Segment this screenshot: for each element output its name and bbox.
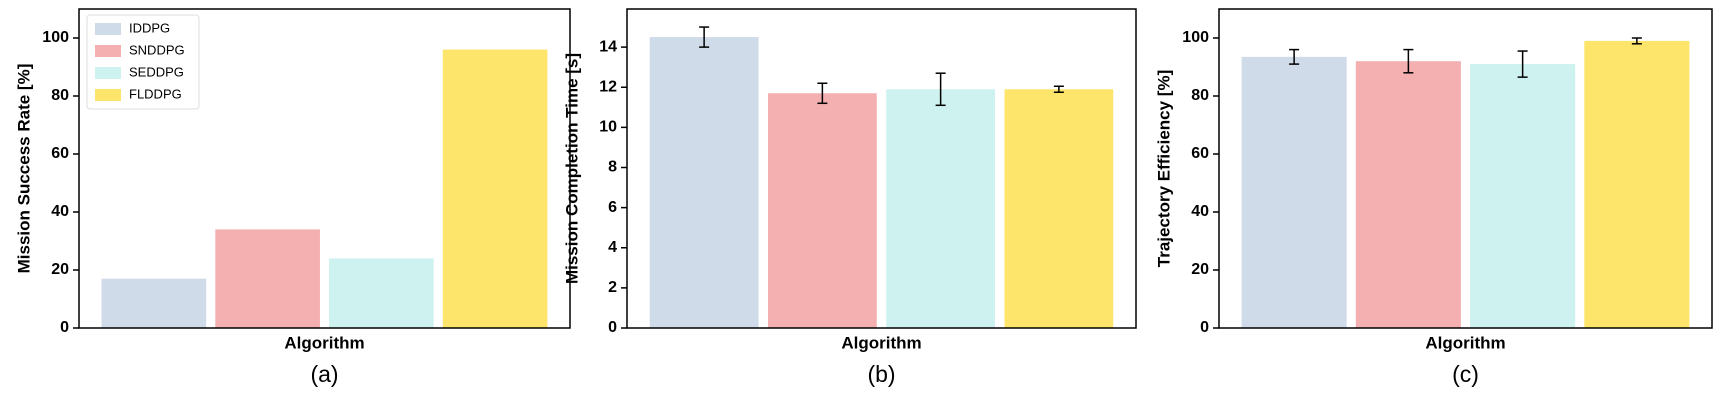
y-axis-label: Mission Completion Time [s]	[562, 53, 581, 284]
y-tick-label: 0	[60, 319, 69, 336]
x-axis-label: Algorithm	[841, 333, 921, 352]
caption: (c)	[1452, 361, 1479, 387]
bar	[1584, 40, 1690, 329]
legend-label: SEDDPG	[129, 64, 184, 79]
error-bar	[817, 82, 828, 105]
legend-box	[86, 14, 200, 110]
y-tick-label: 100	[42, 29, 69, 46]
legend-label: FLDDPG	[129, 86, 182, 101]
y-tick-label: 20	[51, 261, 69, 278]
y-tick-label: 0	[608, 319, 617, 336]
y-tick-label: 60	[51, 145, 69, 162]
bar	[1241, 56, 1347, 328]
y-axis-label: Mission Success Rate [%]	[14, 64, 33, 274]
legend-swatch	[95, 67, 121, 79]
bar	[1355, 61, 1461, 328]
y-axis-label: Trajectory Efficiency [%]	[1154, 70, 1173, 267]
legend-swatch	[95, 45, 121, 57]
bar	[886, 89, 996, 328]
y-tick-label: 12	[599, 78, 617, 95]
y-tick-label: 0	[1200, 319, 1209, 336]
error-bar	[699, 26, 710, 48]
bar	[101, 278, 207, 328]
error-bar	[1517, 50, 1528, 78]
y-tick-label: 40	[51, 203, 69, 220]
legend-swatch	[95, 23, 121, 35]
x-axis-label: Algorithm	[1425, 333, 1505, 352]
axes-frame	[78, 8, 571, 329]
error-bar	[1631, 37, 1642, 45]
legend-label: SNDDPG	[129, 42, 185, 57]
legend-swatch	[95, 89, 121, 101]
caption: (b)	[867, 361, 895, 387]
y-tick-label: 14	[599, 38, 617, 55]
y-tick-label: 4	[608, 239, 617, 256]
bar	[442, 49, 548, 328]
axes-frame	[626, 8, 1137, 329]
y-tick-label: 2	[608, 279, 617, 296]
y-tick-label: 80	[51, 87, 69, 104]
panel: 0 2 4 6 8 10 12 14 Algorithm (b) Mission Completio…	[562, 8, 1137, 387]
y-tick-label: 20	[1191, 261, 1209, 278]
bar	[1470, 64, 1576, 328]
bar	[1004, 89, 1114, 328]
y-tick-label: 100	[1182, 29, 1209, 46]
x-axis-label: Algorithm	[284, 333, 364, 352]
panel: 0 20 40 60 80 100 Algorithm (c) Trajectory Effic…	[1154, 8, 1713, 387]
bar	[329, 258, 434, 328]
bar	[649, 37, 759, 329]
y-tick-label: 8	[608, 159, 617, 176]
error-bar	[1289, 48, 1300, 65]
axes-frame	[1218, 8, 1713, 329]
error-bar	[1403, 48, 1414, 74]
caption: (a)	[310, 361, 338, 387]
legend-label: IDDPG	[129, 20, 170, 35]
bar	[215, 229, 320, 328]
y-tick-label: 10	[599, 119, 617, 136]
bar	[767, 93, 877, 328]
y-tick-label: 60	[1191, 145, 1209, 162]
error-bar	[1053, 85, 1064, 94]
panel: 0 20 40 60 80 100 Algorithm (a) Mission Success …	[14, 8, 571, 387]
y-tick-label: 6	[608, 199, 617, 216]
y-tick-label: 80	[1191, 87, 1209, 104]
y-tick-label: 40	[1191, 203, 1209, 220]
error-bar	[935, 72, 946, 107]
